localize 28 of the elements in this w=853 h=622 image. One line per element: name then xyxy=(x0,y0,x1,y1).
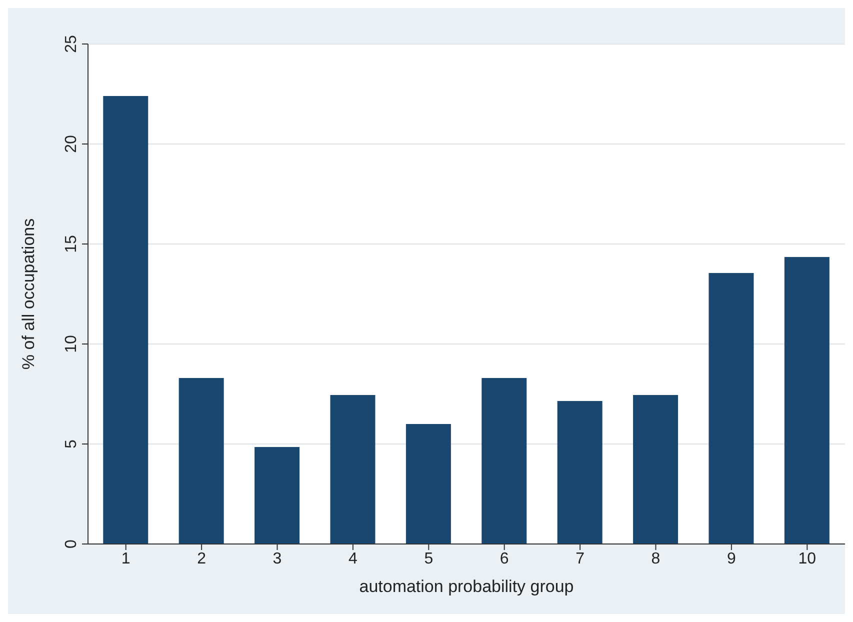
bar xyxy=(330,395,376,544)
x-tick-label: 1 xyxy=(121,550,130,568)
x-tick-label: 7 xyxy=(576,550,585,568)
y-tick-label: 10 xyxy=(63,335,80,353)
bar xyxy=(103,96,148,544)
bar xyxy=(633,395,678,544)
bar xyxy=(784,257,830,544)
y-tick-label: 25 xyxy=(63,35,80,53)
bar xyxy=(708,273,754,544)
bar xyxy=(557,401,602,544)
x-tick-label: 10 xyxy=(798,550,816,568)
x-tick-label: 6 xyxy=(500,550,509,568)
bar xyxy=(254,447,300,544)
x-tick-label: 3 xyxy=(272,550,282,568)
y-tick-label: 0 xyxy=(63,539,80,548)
x-tick-label: 9 xyxy=(726,550,736,568)
x-axis-title: automation probability group xyxy=(359,577,574,596)
x-tick-label: 8 xyxy=(651,550,660,568)
x-tick-label: 5 xyxy=(424,550,434,568)
y-tick-label: 15 xyxy=(63,235,80,253)
y-tick-label: 20 xyxy=(63,135,80,153)
y-axis-title: % of all occupations xyxy=(19,218,38,370)
bar xyxy=(482,378,527,544)
y-tick-label: 5 xyxy=(63,439,80,448)
bar xyxy=(178,378,224,544)
x-tick-label: 2 xyxy=(197,550,206,568)
x-tick-label: 4 xyxy=(348,550,358,568)
bar xyxy=(406,424,451,544)
